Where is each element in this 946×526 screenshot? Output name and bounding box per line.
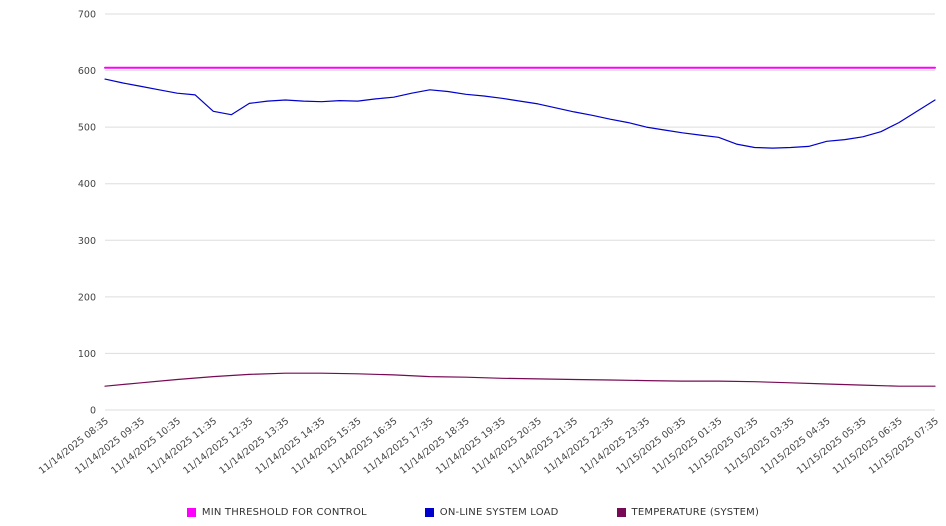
legend-item-system-load: ON-LINE SYSTEM LOAD xyxy=(424,507,559,518)
legend-label-system-load: ON-LINE SYSTEM LOAD xyxy=(439,507,559,518)
chart-legend: MIN THRESHOLD FOR CONTROL ON-LINE SYSTEM… xyxy=(0,507,946,518)
svg-text:500: 500 xyxy=(78,123,96,134)
legend-item-temperature: TEMPERATURE (SYSTEM) xyxy=(616,507,760,518)
legend-swatch-system-load xyxy=(424,508,434,517)
legend-label-temperature: TEMPERATURE (SYSTEM) xyxy=(631,507,760,518)
svg-text:100: 100 xyxy=(78,349,96,360)
legend-label-min-threshold: MIN THRESHOLD FOR CONTROL xyxy=(201,507,367,518)
legend-swatch-min-threshold xyxy=(186,508,196,517)
svg-text:700: 700 xyxy=(78,10,96,21)
legend-item-min-threshold: MIN THRESHOLD FOR CONTROL xyxy=(186,507,367,518)
svg-text:400: 400 xyxy=(78,179,96,190)
svg-text:300: 300 xyxy=(78,236,96,247)
svg-text:600: 600 xyxy=(78,66,96,77)
svg-text:200: 200 xyxy=(78,292,96,303)
legend-swatch-temperature xyxy=(616,508,626,517)
svg-text:0: 0 xyxy=(90,406,96,417)
